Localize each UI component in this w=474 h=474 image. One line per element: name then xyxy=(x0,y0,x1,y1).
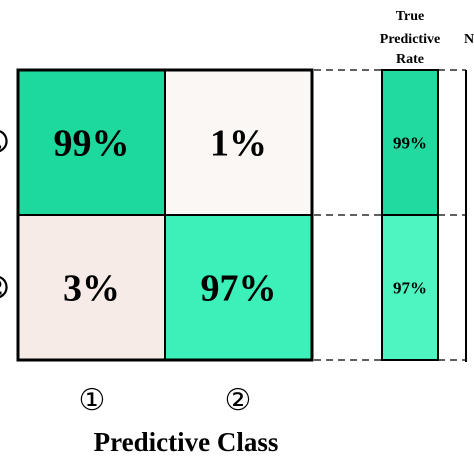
confusion-matrix: 99% 1% 3% 97% xyxy=(16,68,314,362)
matrix-cell-r1-c1: 99% xyxy=(17,69,166,216)
rate-cell-1: 99% xyxy=(381,69,439,216)
row-class-label-2: ② xyxy=(0,272,9,305)
true-predictive-rate-column: 99% 97% xyxy=(381,69,439,361)
next-column-title-partial: N xyxy=(464,32,474,47)
matrix-cell-r2-c1: 3% xyxy=(17,214,166,361)
rate-title-line-1: True xyxy=(396,9,425,24)
rate-title-line-2: Predictive xyxy=(380,32,440,47)
matrix-cell-rect xyxy=(164,214,313,361)
matrix-cell-rect xyxy=(17,69,166,216)
col-class-label-1: ① xyxy=(79,383,106,418)
matrix-cell-label: 3% xyxy=(63,268,120,310)
rate-title-line-3: Rate xyxy=(396,52,424,67)
matrix-cell-r2-c2: 97% xyxy=(164,214,313,361)
x-axis-title: Predictive Class xyxy=(94,427,279,457)
matrix-cell-label: 99% xyxy=(54,123,130,165)
matrix-cell-r1-c2: 1% xyxy=(164,69,313,216)
matrix-cell-rect xyxy=(17,214,166,361)
matrix-cell-rect xyxy=(164,69,313,216)
rate-cell-label: 99% xyxy=(393,134,427,153)
rate-cell-2: 97% xyxy=(381,214,439,361)
matrix-outer-border xyxy=(16,68,314,362)
col-class-label-2: ② xyxy=(225,383,252,418)
rate-cell-rect xyxy=(381,214,439,361)
dashed-connectors xyxy=(314,69,466,361)
matrix-cell-label: 1% xyxy=(210,123,267,165)
matrix-cell-label: 97% xyxy=(201,268,277,310)
row-class-label-1: ① xyxy=(0,126,9,159)
rate-cell-label: 97% xyxy=(393,279,427,298)
